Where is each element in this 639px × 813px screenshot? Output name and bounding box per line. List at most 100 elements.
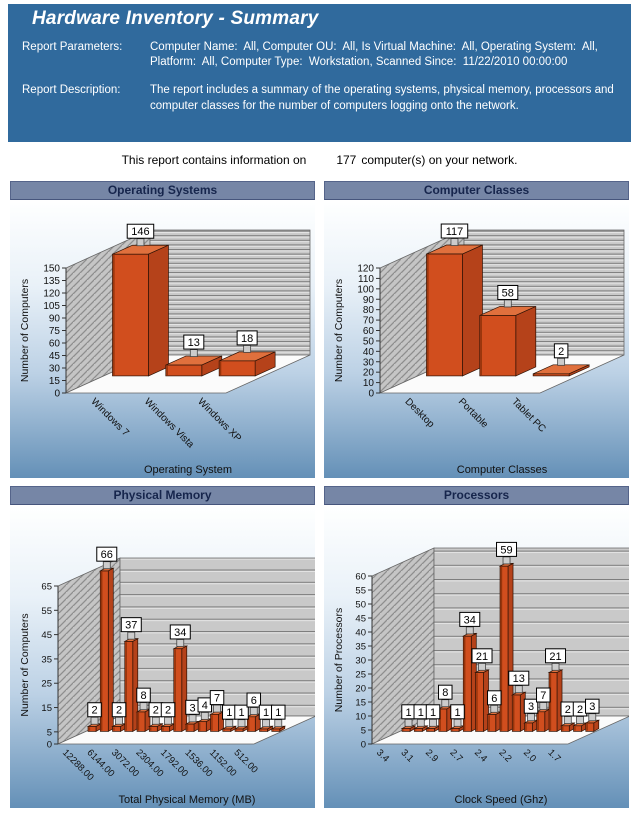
svg-text:59: 59 [500, 544, 512, 556]
svg-text:30: 30 [49, 364, 61, 375]
chart-title-physical-memory: Physical Memory [10, 486, 315, 505]
svg-text:0: 0 [368, 389, 374, 400]
svg-text:2: 2 [165, 705, 171, 717]
svg-text:60: 60 [49, 339, 61, 350]
svg-text:25: 25 [355, 670, 366, 681]
bar-value-labels: 117 58 2 [440, 223, 569, 366]
svg-text:8: 8 [140, 690, 146, 702]
summary-line: This report contains information on 177 … [0, 153, 639, 167]
svg-text:30: 30 [355, 656, 366, 667]
chart-panel-processors: Processors 0 5 10 15 20 25 30 35 40 45 50 55 60 Numbe… [324, 486, 629, 808]
svg-text:65: 65 [41, 582, 52, 593]
svg-text:2: 2 [565, 704, 571, 716]
svg-text:75: 75 [49, 326, 61, 337]
svg-text:1: 1 [430, 707, 436, 719]
svg-text:60: 60 [355, 572, 366, 583]
svg-text:2: 2 [153, 705, 159, 717]
svg-text:66: 66 [101, 549, 113, 561]
svg-text:70: 70 [363, 316, 375, 327]
svg-text:120: 120 [357, 264, 374, 275]
svg-text:1: 1 [226, 707, 232, 719]
y-axis-title: Number of Computers [19, 613, 31, 716]
svg-text:40: 40 [355, 628, 366, 639]
x-axis-title: Computer Classes [457, 464, 548, 476]
svg-text:34: 34 [464, 614, 476, 626]
svg-text:120: 120 [43, 289, 60, 300]
report-parameters-value: Computer Name: All, Computer OU: All, Is… [150, 41, 602, 69]
chart-panel-operating-systems: Operating Systems 0 15 30 45 60 75 90 105 120 135… [10, 181, 315, 478]
svg-text:3: 3 [589, 701, 595, 713]
svg-text:1: 1 [405, 707, 411, 719]
svg-text:7: 7 [214, 693, 220, 705]
svg-text:13: 13 [188, 337, 200, 349]
svg-text:45: 45 [49, 351, 61, 362]
svg-text:45: 45 [41, 630, 52, 641]
chart-panel-physical-memory: Physical Memory 0 5 15 25 35 45 55 65 Number of … [10, 486, 315, 808]
svg-text:1: 1 [418, 707, 424, 719]
summary-computer-count: 177 [336, 153, 357, 167]
svg-text:35: 35 [355, 642, 366, 653]
svg-text:6: 6 [251, 695, 257, 707]
bars [112, 244, 276, 377]
svg-text:2: 2 [577, 704, 583, 716]
y-axis-title: Number of Computers [19, 279, 31, 382]
svg-text:0: 0 [361, 740, 366, 751]
svg-text:135: 135 [43, 276, 60, 287]
svg-text:146: 146 [131, 226, 149, 238]
x-axis-title: Operating System [144, 464, 232, 476]
svg-text:55: 55 [41, 606, 52, 617]
svg-text:34: 34 [174, 627, 186, 639]
svg-text:3: 3 [528, 701, 534, 713]
svg-text:21: 21 [476, 651, 488, 663]
back-wall [149, 229, 311, 356]
svg-text:21: 21 [549, 651, 561, 663]
svg-text:0: 0 [54, 389, 60, 400]
svg-text:15: 15 [355, 698, 366, 709]
report-parameters-row: Report Parameters: Computer Name: All, C… [16, 40, 621, 70]
x-axis-title: Total Physical Memory (MB) [119, 794, 256, 806]
svg-text:15: 15 [49, 376, 61, 387]
summary-suffix: computer(s) on your network. [361, 153, 518, 167]
svg-text:10: 10 [363, 378, 375, 389]
svg-text:30: 30 [363, 357, 375, 368]
svg-text:7: 7 [540, 690, 546, 702]
svg-text:25: 25 [41, 679, 52, 690]
y-axis-title: Number of Computers [333, 279, 345, 382]
svg-text:10: 10 [355, 712, 366, 723]
x-axis-title: Clock Speed (Ghz) [455, 794, 548, 806]
svg-text:3: 3 [189, 702, 195, 714]
report-title: Hardware Inventory - Summary [32, 8, 319, 29]
report-description-row: Report Description: The report includes … [16, 83, 621, 113]
svg-text:37: 37 [125, 620, 137, 632]
svg-text:105: 105 [43, 301, 60, 312]
chart-title-processors: Processors [324, 486, 629, 505]
svg-text:15: 15 [41, 703, 52, 714]
svg-text:0: 0 [47, 740, 52, 751]
svg-text:55: 55 [355, 586, 366, 597]
svg-text:5: 5 [47, 727, 52, 738]
svg-text:2: 2 [91, 705, 97, 717]
svg-text:18: 18 [241, 333, 253, 345]
svg-text:150: 150 [43, 264, 60, 275]
chart-title-operating-systems: Operating Systems [10, 181, 315, 200]
report-parameters-label: Report Parameters: [22, 41, 123, 53]
chart-title-computer-classes: Computer Classes [324, 181, 629, 200]
svg-text:5: 5 [361, 726, 366, 737]
svg-text:90: 90 [49, 314, 61, 325]
bars [400, 562, 601, 732]
chart-canvas-processors: 0 5 10 15 20 25 30 35 40 45 50 55 60 Number of Proces… [324, 508, 629, 808]
svg-text:2: 2 [558, 346, 564, 358]
y-axis: 0 5 15 25 35 45 55 65 [41, 582, 59, 751]
svg-text:80: 80 [363, 305, 375, 316]
svg-text:100: 100 [357, 284, 374, 295]
bars [426, 244, 590, 377]
summary-prefix: This report contains information on [121, 153, 307, 167]
report-header: Hardware Inventory - Summary Report Para… [8, 4, 631, 142]
svg-text:1: 1 [238, 707, 244, 719]
svg-text:110: 110 [358, 274, 374, 285]
